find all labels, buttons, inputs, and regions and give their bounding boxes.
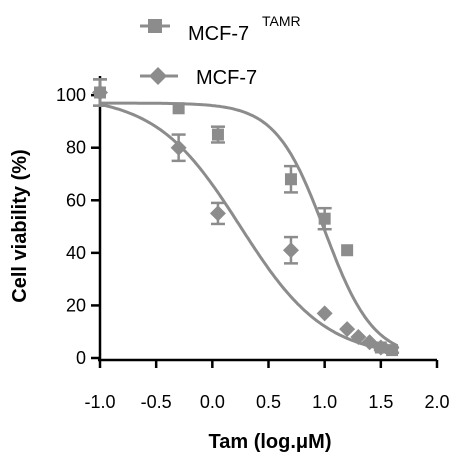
legend: MCF-7 TAMR MCF-7 [140,13,301,89]
x-tick-label: -0.5 [141,392,172,412]
data-point-diamond [350,328,367,345]
data-point-diamond [372,339,389,356]
data-points [92,78,400,357]
legend-marker-diamond [149,67,167,85]
fit-curve-series-0 [100,101,398,347]
data-point-square [211,128,224,141]
data-point-diamond [209,205,226,222]
data-point-square [318,212,331,225]
x-tick-label: 0.0 [200,392,225,412]
data-point-diamond [282,242,299,259]
legend-label-mcf7: MCF-7 [196,67,257,89]
legend-marker-square [148,19,162,33]
legend-entry-mcf7: MCF-7 [140,67,257,89]
data-point-diamond [339,321,356,338]
legend-entry-mcf7-tamr: MCF-7 TAMR [140,13,301,45]
x-axis-title: Tam (log.μM) [209,431,332,453]
fit-curve-series-1 [99,102,397,353]
data-point-diamond [316,305,333,322]
x-tick-label: 2.0 [424,392,449,412]
legend-label-mcf7-tamr: MCF-7 [188,23,249,45]
y-tick-label: 100 [56,85,86,105]
data-point-diamond [170,139,187,156]
x-tick-label: -1.0 [84,392,115,412]
y-tick-label: 0 [76,348,86,368]
x-tick-label: 0.5 [256,392,281,412]
data-point-diamond [361,334,378,351]
data-point-diamond [92,84,108,101]
axes: -1.0 -0.5 0.0 0.5 1.0 1.5 2.0 0 20 40 60 80 100 [56,76,450,412]
x-tick-label: 1.5 [368,392,393,412]
y-tick-label: 60 [66,190,86,210]
y-axis-title: Cell viability (%) [9,149,31,302]
data-point-square [341,244,354,257]
data-point-square [386,344,399,357]
data-point-square [284,173,297,186]
legend-label-tamr-superscript: TAMR [262,13,301,29]
data-point-square [172,102,185,115]
fit-curves [99,101,398,353]
y-tick-label: 40 [66,243,86,263]
y-tick-label: 80 [66,138,86,158]
y-tick-label: 20 [66,295,86,315]
x-tick-label: 1.0 [312,392,337,412]
